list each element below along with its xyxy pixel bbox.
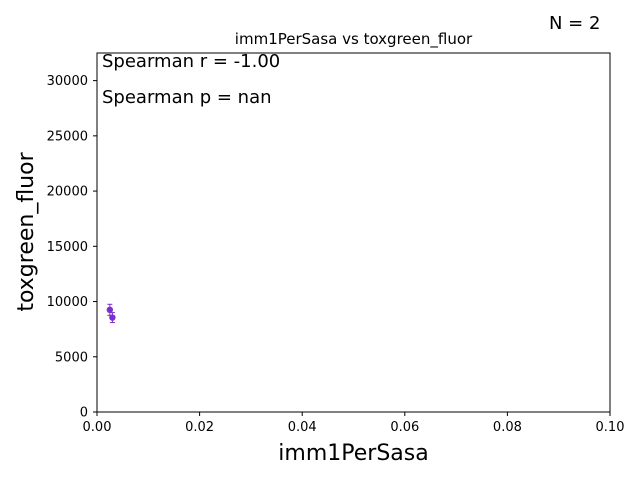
y-tick-label: 0 <box>80 406 88 421</box>
spearman-p-annotation: Spearman p = nan <box>102 87 272 108</box>
x-tick-label: 0.00 <box>83 420 112 435</box>
y-tick-label: 20000 <box>47 185 88 200</box>
y-tick-label: 30000 <box>47 74 88 89</box>
x-tick-label: 0.10 <box>596 420 625 435</box>
y-tick-label: 5000 <box>55 350 88 365</box>
y-axis-ticks: 0 5000 10000 15000 20000 25000 30000 <box>47 74 97 421</box>
y-tick-label: 15000 <box>47 240 88 255</box>
x-tick-label: 0.06 <box>390 420 419 435</box>
x-axis-label: imm1PerSasa <box>278 441 428 466</box>
x-tick-label: 0.08 <box>493 420 522 435</box>
y-tick-label: 25000 <box>47 129 88 144</box>
y-axis-label: toxgreen_fluor <box>14 151 39 311</box>
chart-title: imm1PerSasa vs toxgreen_fluor <box>235 30 473 49</box>
data-points <box>106 303 116 324</box>
data-point <box>109 314 116 321</box>
x-axis-ticks: 0.00 0.02 0.04 0.06 0.08 0.10 <box>83 412 625 435</box>
data-point <box>106 306 114 314</box>
y-tick-label: 10000 <box>47 295 88 310</box>
sample-count-label: N = 2 <box>549 13 601 34</box>
x-tick-label: 0.02 <box>185 420 214 435</box>
spearman-r-annotation: Spearman r = -1.00 <box>102 51 280 72</box>
plot-area <box>96 52 611 413</box>
x-tick-label: 0.04 <box>288 420 317 435</box>
